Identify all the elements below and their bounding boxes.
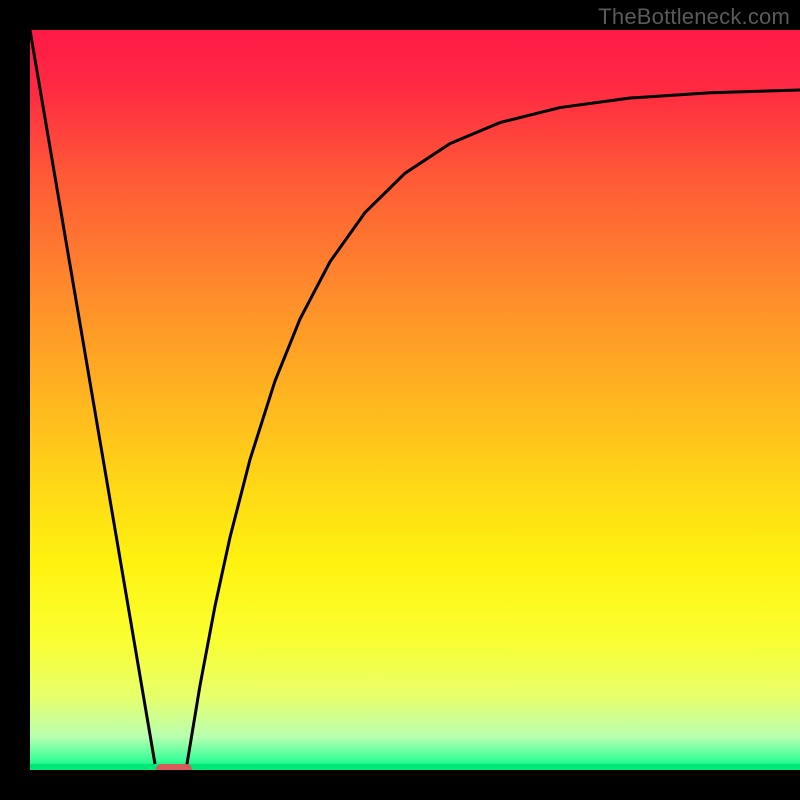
plot-background xyxy=(30,30,800,770)
frame-left xyxy=(0,0,30,800)
baseline-green-strip xyxy=(30,764,800,770)
chart-svg xyxy=(0,0,800,800)
chart-container: TheBottleneck.com xyxy=(0,0,800,800)
watermark-text: TheBottleneck.com xyxy=(598,4,790,30)
frame-bottom xyxy=(0,770,800,800)
